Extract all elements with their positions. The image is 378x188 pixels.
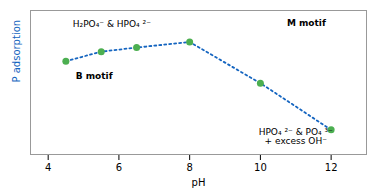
svg-text:P adsorption: P adsorption (11, 20, 22, 83)
svg-text:12: 12 (325, 162, 338, 173)
svg-text:M motif: M motif (287, 18, 326, 28)
svg-text:HPO₄ ²⁻ & PO₄ ³⁻+ excess OH⁻: HPO₄ ²⁻ & PO₄ ³⁻+ excess OH⁻ (259, 127, 333, 146)
svg-text:pH: pH (192, 177, 206, 188)
svg-text:10: 10 (254, 162, 267, 173)
svg-text:B motif: B motif (76, 71, 113, 81)
svg-text:8: 8 (186, 162, 192, 173)
svg-text:H₂PO₄⁻ & HPO₄ ²⁻: H₂PO₄⁻ & HPO₄ ²⁻ (73, 19, 151, 29)
svg-text:4: 4 (45, 162, 51, 173)
svg-text:6: 6 (116, 162, 122, 173)
